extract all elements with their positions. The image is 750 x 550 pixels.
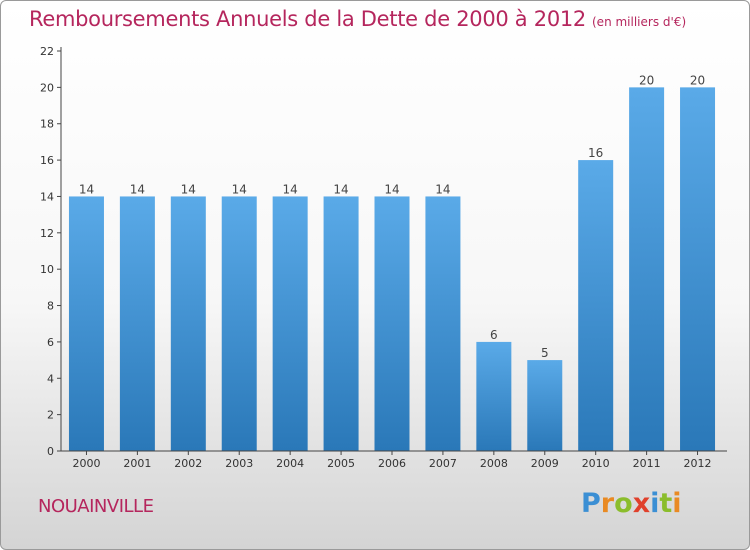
x-tick-label-2005: 2005: [327, 457, 355, 470]
y-tick-label-12: 12: [40, 227, 54, 240]
chart-unit: (en milliers d'€): [592, 15, 687, 29]
data-label-2004: 14: [283, 182, 298, 196]
x-tick-label-2006: 2006: [378, 457, 406, 470]
logo-letter: r: [600, 488, 615, 519]
x-tick-label-2001: 2001: [123, 457, 151, 470]
bar-2002: [170, 196, 206, 451]
x-tick-label-2002: 2002: [174, 457, 202, 470]
logo-letter: i: [650, 488, 660, 519]
bar-2008: [476, 341, 512, 451]
data-label-2002: 14: [181, 182, 196, 196]
data-label-2001: 14: [130, 182, 145, 196]
x-tick-label-2003: 2003: [225, 457, 253, 470]
y-tick-label-16: 16: [40, 154, 54, 167]
y-tick-label-4: 4: [47, 372, 54, 385]
data-label-2000: 14: [79, 182, 94, 196]
x-tick-label-2008: 2008: [480, 457, 508, 470]
data-label-2006: 14: [384, 182, 399, 196]
data-label-2010: 16: [588, 146, 603, 160]
logo-letter: i: [672, 488, 682, 519]
bar-2000: [68, 196, 104, 451]
bar-2003: [221, 196, 257, 451]
y-tick-label-8: 8: [47, 300, 54, 313]
x-tick-label-2000: 2000: [72, 457, 100, 470]
data-label-2011: 20: [639, 73, 654, 87]
bar-2006: [374, 196, 410, 451]
chart-title-text: Remboursements Annuels de la Dette de 20…: [29, 7, 586, 31]
logo-letter: P: [581, 488, 601, 519]
y-tick-label-22: 22: [40, 45, 54, 58]
y-tick-label-6: 6: [47, 336, 54, 349]
bar-2004: [272, 196, 308, 451]
data-label-2008: 6: [490, 328, 498, 342]
x-tick-label-2011: 2011: [633, 457, 661, 470]
y-tick-label-20: 20: [40, 81, 54, 94]
y-tick-label-0: 0: [47, 445, 54, 458]
data-label-2005: 14: [333, 182, 348, 196]
data-label-2003: 14: [232, 182, 247, 196]
logo-letter: x: [632, 488, 651, 519]
bar-2007: [425, 196, 461, 451]
y-tick-label-10: 10: [40, 263, 54, 276]
data-label-2009: 5: [541, 346, 549, 360]
logo-letter: t: [659, 488, 673, 519]
proxiti-logo: Proxiti: [581, 488, 682, 519]
x-tick-label-2009: 2009: [531, 457, 559, 470]
bar-2005: [323, 196, 359, 451]
bars-group: [68, 87, 716, 451]
y-tick-label-14: 14: [40, 190, 54, 203]
chart-title: Remboursements Annuels de la Dette de 20…: [29, 7, 686, 31]
x-tick-label-2004: 2004: [276, 457, 304, 470]
bar-2009: [527, 360, 563, 451]
labels-group: 1420001420011420021420031420041420051420…: [40, 45, 712, 470]
axes-group: [57, 47, 727, 455]
bar-2011: [629, 87, 665, 451]
commune-name: NOUAINVILLE: [38, 496, 154, 517]
bar-2012: [680, 87, 716, 451]
logo-letter: o: [614, 488, 633, 519]
bar-2010: [578, 160, 614, 451]
x-tick-label-2007: 2007: [429, 457, 457, 470]
bar-2001: [119, 196, 155, 451]
data-label-2012: 20: [690, 73, 705, 87]
y-tick-label-2: 2: [47, 409, 54, 422]
x-tick-label-2010: 2010: [582, 457, 610, 470]
data-label-2007: 14: [435, 182, 450, 196]
x-tick-label-2012: 2012: [684, 457, 712, 470]
y-tick-label-18: 18: [40, 118, 54, 131]
